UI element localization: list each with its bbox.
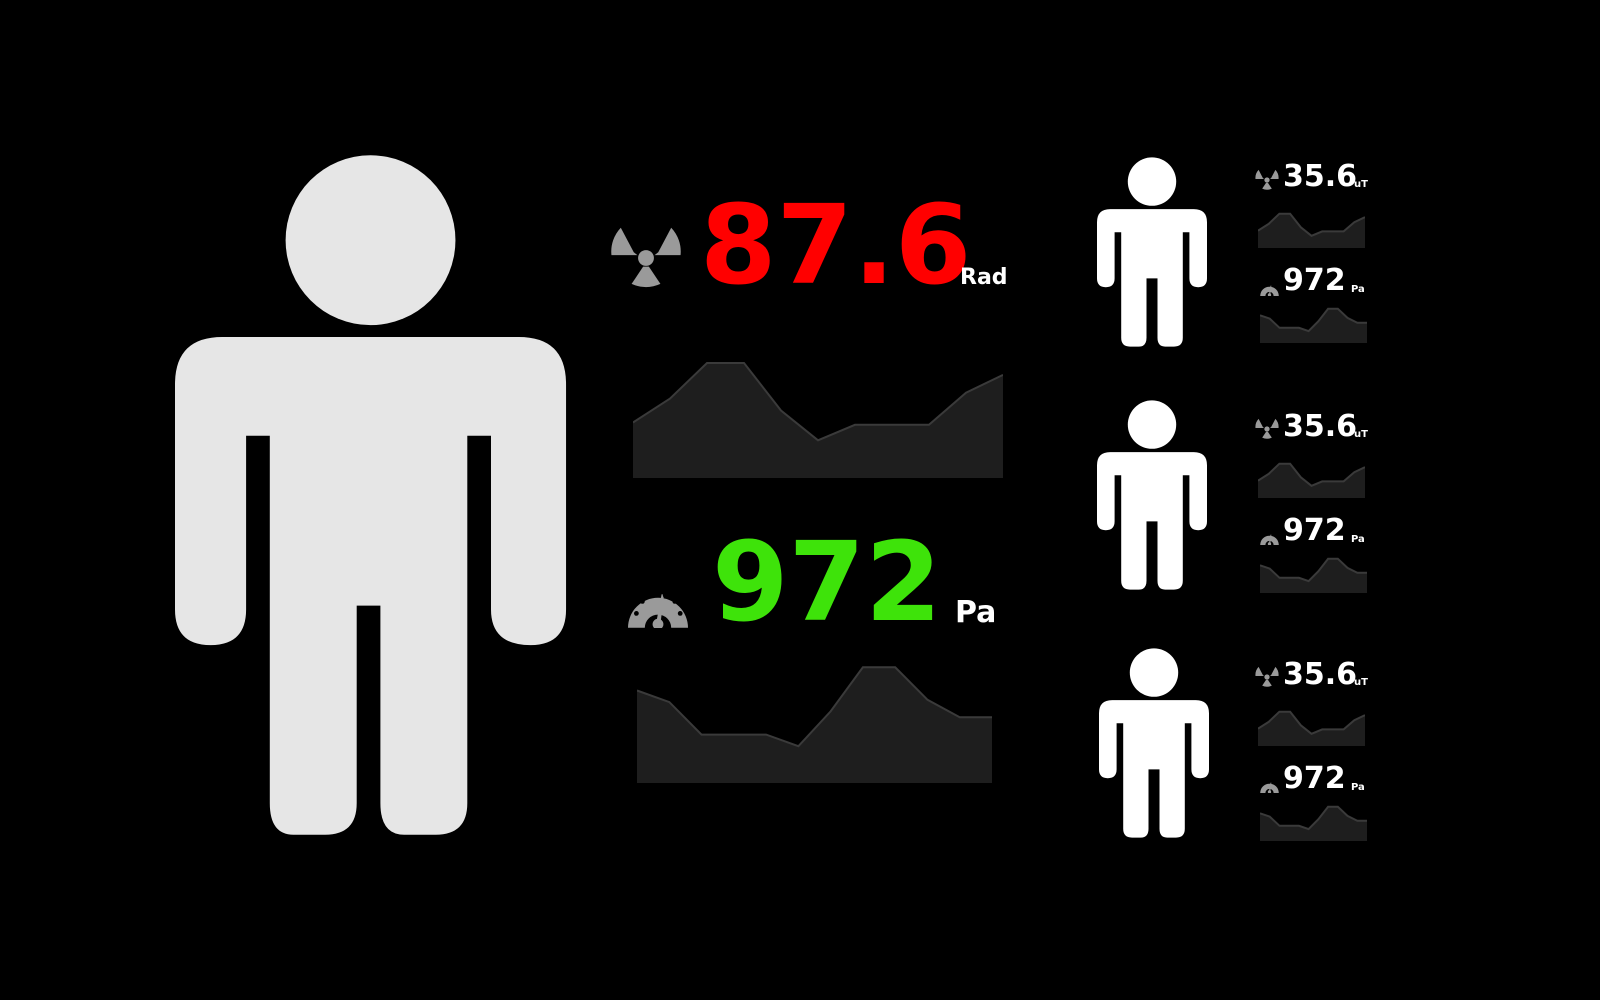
primary-radiation-unit: Rad xyxy=(960,265,1008,290)
sparkline-area xyxy=(1260,558,1367,593)
secondary-pressure-value-2: 972 xyxy=(1283,513,1346,548)
gauge-icon xyxy=(628,593,688,628)
sparkline-line xyxy=(637,666,992,748)
secondary-pressure-value-3: 972 xyxy=(1283,761,1346,796)
secondary-person-icon-3 xyxy=(1099,648,1209,838)
primary-pressure-unit: Pa xyxy=(955,595,997,630)
sparkline-line xyxy=(1258,212,1365,237)
secondary-radiation-sparkline-1 xyxy=(1258,212,1365,248)
gauge-icon xyxy=(1260,782,1279,793)
secondary-pressure-unit-2: Pa xyxy=(1351,534,1365,545)
sparkline-line xyxy=(1260,805,1367,831)
secondary-radiation-value-3: 35.6 xyxy=(1283,657,1358,692)
primary-radiation-value: 87.6 xyxy=(700,181,972,309)
secondary-pressure-value-1: 972 xyxy=(1283,263,1346,298)
primary-person-icon xyxy=(175,155,567,835)
sparkline-area xyxy=(1258,463,1365,498)
sparkline-area xyxy=(1258,711,1365,746)
sparkline-line xyxy=(1258,710,1365,735)
sparkline-line xyxy=(633,362,1003,442)
gauge-icon xyxy=(1260,534,1279,545)
sparkline-line xyxy=(1260,557,1367,583)
primary-pressure-sparkline xyxy=(637,666,992,783)
sparkline-area xyxy=(1260,806,1367,841)
radiation-icon xyxy=(1255,666,1279,687)
secondary-pressure-sparkline-1 xyxy=(1260,307,1367,343)
sparkline-line xyxy=(1260,307,1367,333)
sparkline-line xyxy=(1258,462,1365,487)
radiation-icon xyxy=(1255,169,1279,190)
sparkline-area xyxy=(1260,308,1367,343)
sparkline-area xyxy=(637,667,992,783)
radiation-icon xyxy=(611,227,681,288)
secondary-person-icon-2 xyxy=(1097,400,1207,590)
secondary-radiation-unit-1: uT xyxy=(1354,179,1368,190)
secondary-radiation-value-1: 35.6 xyxy=(1283,159,1358,194)
secondary-radiation-unit-3: uT xyxy=(1354,677,1368,688)
radiation-icon xyxy=(1255,418,1279,439)
secondary-radiation-sparkline-2 xyxy=(1258,462,1365,498)
secondary-pressure-sparkline-3 xyxy=(1260,805,1367,841)
secondary-pressure-unit-1: Pa xyxy=(1351,284,1365,295)
primary-radiation-sparkline xyxy=(633,362,1003,478)
sparkline-area xyxy=(1258,213,1365,248)
secondary-radiation-value-2: 35.6 xyxy=(1283,409,1358,444)
secondary-pressure-unit-3: Pa xyxy=(1351,782,1365,793)
secondary-radiation-unit-2: uT xyxy=(1354,429,1368,440)
secondary-person-icon-1 xyxy=(1097,157,1207,347)
gauge-icon xyxy=(1260,285,1279,296)
sparkline-area xyxy=(633,363,1003,478)
secondary-radiation-sparkline-3 xyxy=(1258,710,1365,746)
primary-pressure-value: 972 xyxy=(712,518,942,646)
secondary-pressure-sparkline-2 xyxy=(1260,557,1367,593)
